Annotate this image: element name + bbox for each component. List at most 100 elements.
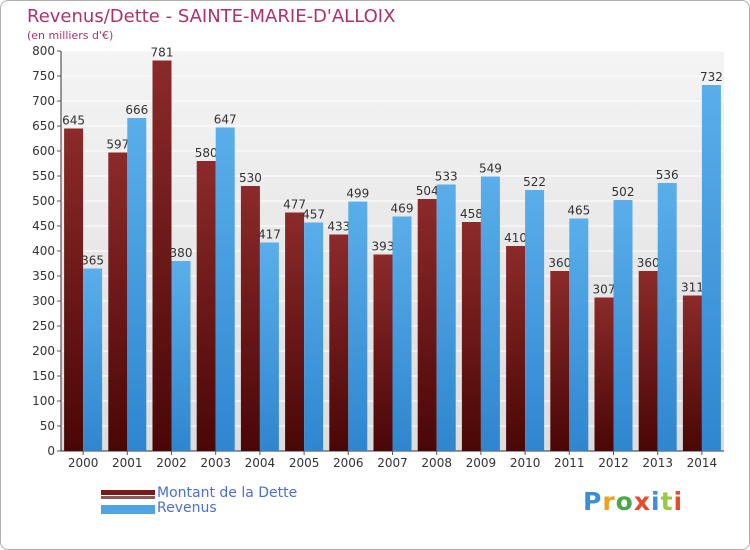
legend-swatch-debt (101, 490, 155, 499)
data-label-revenue-2014: 732 (700, 70, 723, 84)
data-label-debt-2003: 580 (195, 146, 218, 160)
data-label-debt-2009: 458 (460, 207, 483, 221)
data-label-debt-2004: 530 (239, 171, 262, 185)
data-label-revenue-2002: 380 (170, 246, 193, 260)
y-tick-label: 150 (32, 369, 55, 383)
bar-debt-2001 (108, 152, 128, 451)
y-tick-label: 750 (32, 69, 55, 83)
data-label-debt-2006: 433 (327, 220, 350, 234)
bar-revenue-2005 (304, 222, 324, 451)
data-label-debt-2001: 597 (106, 138, 129, 152)
x-tick-label-2005: 2005 (289, 456, 320, 470)
data-label-debt-2005: 477 (283, 198, 306, 212)
data-label-revenue-2001: 666 (125, 103, 148, 117)
legend-label-revenue: Revenus (157, 500, 217, 516)
y-tick-label: 250 (32, 319, 55, 333)
y-tick-label: 500 (32, 194, 55, 208)
x-tick-label-2014: 2014 (687, 456, 718, 470)
data-label-revenue-2000: 365 (81, 254, 104, 268)
x-tick-label-2003: 2003 (200, 456, 231, 470)
x-tick-label-2012: 2012 (598, 456, 629, 470)
y-tick-label: 650 (32, 119, 55, 133)
x-tick-label-2006: 2006 (333, 456, 364, 470)
bar-revenue-2010 (525, 190, 545, 451)
y-tick-label: 550 (32, 169, 55, 183)
data-label-revenue-2009: 549 (479, 162, 502, 176)
y-tick-label: 50 (40, 419, 55, 433)
x-tick-label-2010: 2010 (510, 456, 541, 470)
bar-revenue-2011 (569, 218, 589, 451)
data-label-revenue-2011: 465 (567, 204, 590, 218)
data-label-debt-2011: 360 (548, 256, 571, 270)
x-tick-label-2009: 2009 (466, 456, 497, 470)
y-tick-label: 350 (32, 269, 55, 283)
y-tick-label: 300 (32, 294, 55, 308)
data-label-debt-2012: 307 (593, 283, 616, 297)
bar-debt-2002 (152, 60, 172, 451)
bar-debt-2000 (64, 128, 84, 451)
proxiti-logo: Proxiti (583, 487, 684, 516)
bar-revenue-2012 (613, 200, 633, 451)
data-label-revenue-2012: 502 (612, 185, 635, 199)
data-label-revenue-2007: 469 (391, 202, 414, 216)
x-tick-label-2002: 2002 (156, 456, 187, 470)
x-tick-label-2000: 2000 (68, 456, 99, 470)
bar-debt-2011 (550, 271, 570, 451)
bar-debt-2012 (594, 297, 614, 451)
bar-debt-2013 (638, 271, 658, 451)
x-tick-label-2004: 2004 (245, 456, 276, 470)
bar-revenue-2014 (701, 85, 721, 451)
data-label-revenue-2010: 522 (523, 175, 546, 189)
y-tick-label: 700 (32, 94, 55, 108)
y-tick-label: 0 (47, 444, 55, 458)
bar-revenue-2000 (83, 268, 103, 451)
bar-debt-2007 (373, 254, 393, 451)
bar-revenue-2013 (657, 183, 677, 451)
bar-debt-2004 (240, 186, 260, 451)
data-label-revenue-2005: 457 (302, 208, 325, 222)
chart-subtitle: (en milliers d'€) (27, 29, 114, 42)
bar-revenue-2002 (171, 261, 191, 451)
data-label-revenue-2006: 499 (346, 187, 369, 201)
bar-revenue-2007 (392, 216, 412, 451)
bar-debt-2009 (461, 222, 481, 451)
data-label-revenue-2004: 417 (258, 228, 281, 242)
y-tick-label: 600 (32, 144, 55, 158)
x-tick-label-2001: 2001 (112, 456, 143, 470)
data-label-revenue-2003: 647 (214, 113, 237, 127)
data-label-debt-2000: 645 (62, 114, 85, 128)
x-tick-label-2008: 2008 (421, 456, 452, 470)
bar-debt-2014 (682, 295, 702, 451)
y-tick-label: 100 (32, 394, 55, 408)
x-tick-label-2013: 2013 (642, 456, 673, 470)
bar-debt-2003 (196, 161, 216, 451)
data-label-debt-2002: 781 (151, 46, 174, 60)
y-tick-label: 800 (32, 44, 55, 58)
data-label-revenue-2008: 533 (435, 170, 458, 184)
bar-revenue-2008 (436, 184, 456, 451)
data-label-debt-2008: 504 (416, 184, 439, 198)
bar-revenue-2004 (259, 242, 279, 451)
bar-revenue-2001 (127, 118, 147, 451)
bar-debt-2005 (285, 212, 305, 451)
legend-swatch-revenue (101, 505, 155, 514)
chart-title: Revenus/Dette - SAINTE-MARIE-D'ALLOIX (27, 6, 396, 27)
x-tick-label-2011: 2011 (554, 456, 585, 470)
data-label-debt-2014: 311 (681, 281, 704, 295)
data-label-revenue-2013: 536 (656, 168, 679, 182)
data-label-debt-2013: 360 (637, 256, 660, 270)
data-label-debt-2007: 393 (372, 240, 395, 254)
bar-revenue-2006 (348, 201, 368, 451)
legend-label-debt: Montant de la Dette (157, 485, 298, 501)
bar-revenue-2009 (480, 176, 500, 451)
x-tick-label-2007: 2007 (377, 456, 408, 470)
y-tick-label: 400 (32, 244, 55, 258)
data-label-debt-2010: 410 (504, 231, 527, 245)
bar-debt-2006 (329, 234, 349, 451)
y-tick-label: 200 (32, 344, 55, 358)
bar-revenue-2003 (215, 127, 235, 451)
bar-debt-2008 (417, 199, 437, 451)
bar-debt-2010 (506, 246, 526, 451)
y-tick-label: 450 (32, 219, 55, 233)
